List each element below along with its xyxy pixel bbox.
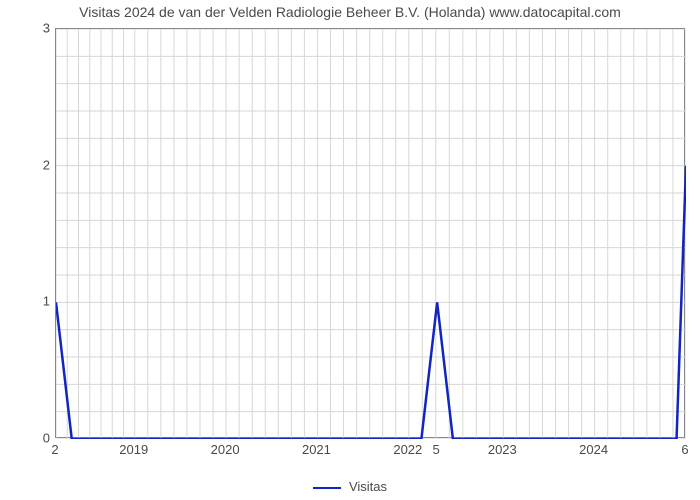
x-tick-year: 2021 [302,442,331,457]
chart-container: Visitas 2024 de van der Velden Radiologi… [0,0,700,500]
legend-swatch [313,487,341,489]
chart-svg [56,29,686,439]
x-tick-year: 2020 [211,442,240,457]
x-tick-extra: 6 [681,442,688,457]
x-tick-extra: 2 [51,442,58,457]
chart-title: Visitas 2024 de van der Velden Radiologi… [0,4,700,20]
x-tick-year: 2022 [393,442,422,457]
y-tick-label: 2 [10,157,50,172]
x-tick-year: 2023 [488,442,517,457]
legend: Visitas [0,479,700,494]
horizontal-gridlines [56,29,686,439]
x-tick-year: 2024 [579,442,608,457]
y-tick-label: 1 [10,294,50,309]
y-tick-label: 0 [10,431,50,446]
x-tick-year: 2019 [119,442,148,457]
legend-label: Visitas [349,479,387,494]
x-tick-extra: 5 [433,442,440,457]
y-tick-label: 3 [10,21,50,36]
plot-area [55,28,685,438]
vertical-gridlines [56,29,686,439]
